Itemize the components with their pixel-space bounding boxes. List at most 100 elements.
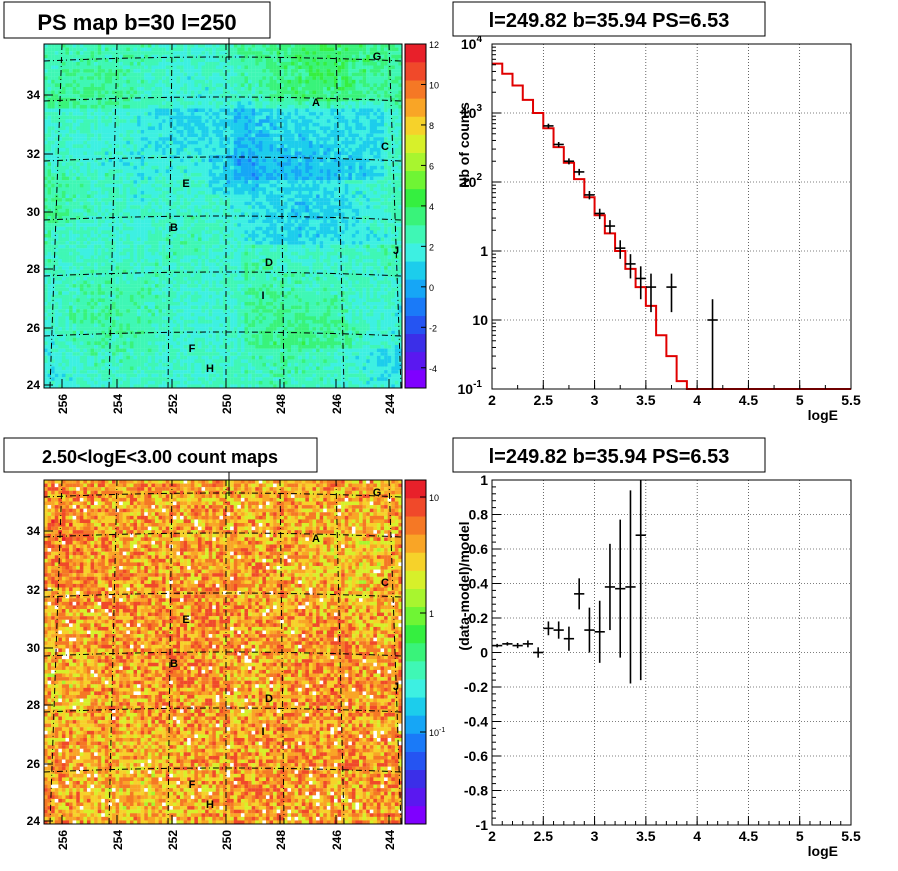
map-cell xyxy=(351,147,356,152)
map-cell xyxy=(122,144,127,149)
map-cell xyxy=(108,176,113,181)
map-cell xyxy=(283,180,288,184)
map-cell xyxy=(265,112,270,116)
map-cell xyxy=(122,212,127,217)
map-cell xyxy=(294,79,299,84)
map-cell xyxy=(126,180,131,184)
map-cell xyxy=(355,44,360,48)
map-cell xyxy=(337,87,342,91)
map-cell xyxy=(133,208,138,213)
map-cell xyxy=(283,162,288,166)
map-cell xyxy=(348,58,353,63)
map-cell xyxy=(44,72,48,77)
map-cell xyxy=(183,198,188,202)
map-cell xyxy=(86,51,91,55)
map-cell xyxy=(97,165,102,170)
map-cell xyxy=(144,44,148,48)
map-cell xyxy=(280,137,285,141)
map-cell xyxy=(197,101,202,106)
map-cell xyxy=(147,47,152,52)
map-cell xyxy=(151,58,156,63)
map-cell xyxy=(269,158,274,163)
map-cell xyxy=(180,65,184,70)
map-cell xyxy=(97,87,102,91)
map-cell xyxy=(219,216,224,220)
map-cell xyxy=(119,112,123,116)
map-cell xyxy=(308,108,313,113)
map-cell xyxy=(108,87,113,91)
map-cell xyxy=(237,140,242,145)
map-cell xyxy=(312,180,317,184)
map-cell xyxy=(398,51,403,55)
map-cell xyxy=(326,54,331,59)
map-cell xyxy=(54,173,59,177)
map-cell xyxy=(61,162,66,166)
map-cell xyxy=(212,151,216,156)
map-cell xyxy=(362,115,367,120)
map-cell xyxy=(137,101,141,106)
map-cell xyxy=(51,54,55,59)
map-cell xyxy=(61,104,66,109)
map-cell xyxy=(83,126,88,131)
map-cell xyxy=(294,183,299,188)
map-cell xyxy=(244,130,249,134)
map-cell xyxy=(83,47,88,52)
map-cell xyxy=(83,115,88,120)
map-cell xyxy=(237,205,242,209)
map-cell xyxy=(158,144,163,149)
map-cell xyxy=(237,216,242,220)
map-cell xyxy=(380,130,385,134)
map-cell xyxy=(187,51,191,55)
map-cell xyxy=(126,108,131,113)
map-cell xyxy=(119,187,123,192)
map-cell xyxy=(251,187,256,192)
map-cell xyxy=(233,180,238,184)
map-cell xyxy=(333,194,338,199)
map-cell xyxy=(251,201,256,206)
map-cell xyxy=(319,176,324,181)
map-cell xyxy=(312,201,317,206)
map-cell xyxy=(90,87,95,91)
map-cell xyxy=(54,51,59,55)
map-cell xyxy=(201,201,206,206)
map-cell xyxy=(326,158,331,163)
map-cell xyxy=(180,190,184,195)
map-cell xyxy=(187,187,191,192)
map-cell xyxy=(158,187,163,192)
map-cell xyxy=(201,76,206,80)
map-cell xyxy=(172,201,177,206)
map-cell xyxy=(366,58,370,63)
map-cell xyxy=(316,147,320,152)
map-cell xyxy=(129,133,134,138)
map-cell xyxy=(187,115,191,120)
map-cell xyxy=(287,112,292,116)
map-cell xyxy=(47,69,52,73)
map-cell xyxy=(154,119,159,123)
map-cell xyxy=(230,112,234,116)
map-cell xyxy=(330,65,335,70)
map-cell xyxy=(319,112,324,116)
map-cell xyxy=(305,54,310,59)
map-cell xyxy=(362,51,367,55)
map-cell xyxy=(205,173,209,177)
map-cell xyxy=(283,198,288,202)
map-cell xyxy=(398,69,403,73)
map-cell xyxy=(65,165,70,170)
map-cell xyxy=(115,101,120,106)
map-cell xyxy=(69,140,73,145)
map-cell xyxy=(366,115,370,120)
map-cell xyxy=(316,173,320,177)
map-cell xyxy=(219,130,224,134)
map-cell xyxy=(223,61,227,66)
map-cell xyxy=(162,180,166,184)
map-cell xyxy=(194,219,199,224)
map-cell xyxy=(129,140,134,145)
map-cell xyxy=(316,190,320,195)
map-cell xyxy=(269,108,274,113)
map-cell xyxy=(398,194,403,199)
map-cell xyxy=(348,108,353,113)
map-cell xyxy=(244,208,249,213)
map-cell xyxy=(384,126,388,131)
map-cell xyxy=(348,87,353,91)
map-cell xyxy=(54,94,59,98)
